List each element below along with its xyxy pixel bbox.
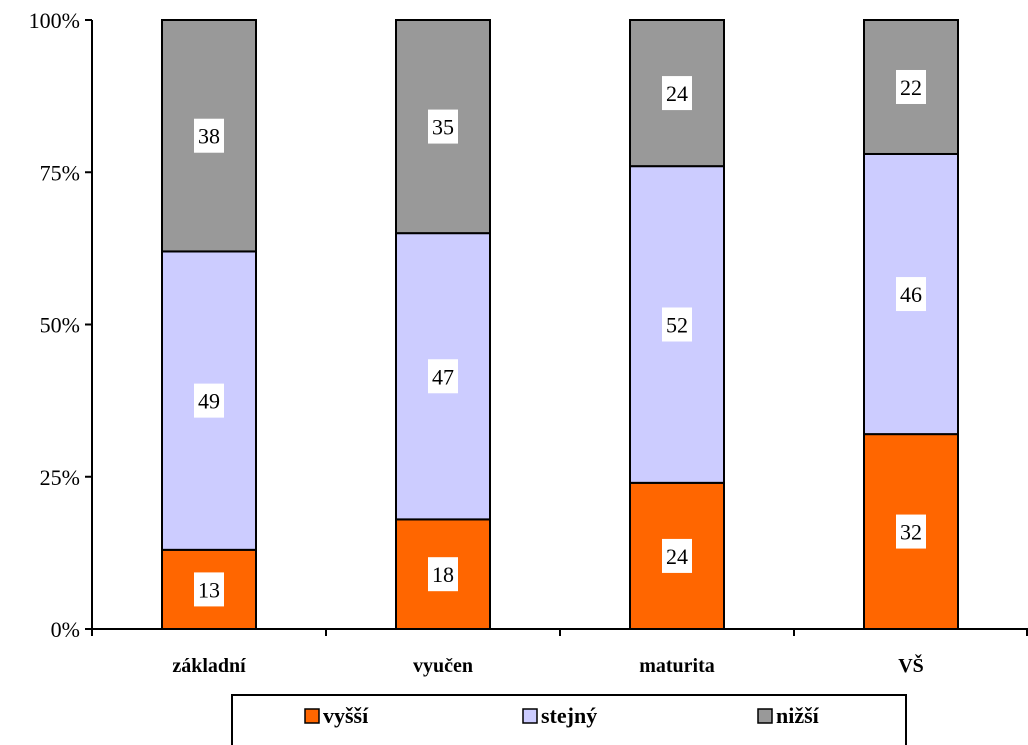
legend-label-stejný: stejný xyxy=(541,703,597,728)
data-label: 13 xyxy=(198,577,220,602)
data-label: 46 xyxy=(900,282,922,307)
legend: vyšší stejný nižší xyxy=(231,694,907,745)
data-label: 47 xyxy=(432,364,454,389)
y-tick-label: 100% xyxy=(29,8,80,33)
data-label: 24 xyxy=(666,544,688,569)
data-label-bg xyxy=(194,118,224,153)
data-label: 38 xyxy=(198,124,220,149)
data-label-bg xyxy=(662,538,692,573)
data-label-bg xyxy=(194,572,224,607)
data-label-bg xyxy=(896,69,926,104)
data-label-bg xyxy=(896,514,926,549)
y-tick-label: 75% xyxy=(40,160,80,185)
x-tick-label: maturita xyxy=(639,655,715,677)
data-label: 22 xyxy=(900,75,922,100)
data-label-bg xyxy=(194,383,224,418)
data-label-bg xyxy=(428,359,458,394)
data-label: 18 xyxy=(432,562,454,587)
data-label: 32 xyxy=(900,520,922,545)
legend-frame xyxy=(231,694,907,745)
bars-layer xyxy=(161,19,959,631)
y-tick-label: 0% xyxy=(51,617,80,642)
data-label-bg xyxy=(428,557,458,592)
y-tick-label: 25% xyxy=(40,465,80,490)
data-label-bg xyxy=(662,76,692,111)
data-label-bg xyxy=(896,277,926,312)
x-tick-label: základní xyxy=(172,655,246,677)
y-tick-label: 50% xyxy=(40,313,80,338)
data-labels-layer: 13 49 38 18 47 35 24 52 24 32 46 22 xyxy=(194,69,926,607)
x-tick-label: vyučen xyxy=(413,655,473,677)
legend-label-vyšší: vyšší xyxy=(323,703,369,728)
x-tick-label: VŠ xyxy=(898,653,924,677)
axes-layer: 0% 25% 50% 75% 100% základní vyučen maturita VŠ xyxy=(29,8,1028,677)
legend-swatch-stejný xyxy=(522,708,538,724)
legend-swatch-nižší xyxy=(757,708,773,724)
data-label-bg xyxy=(662,307,692,342)
data-label: 35 xyxy=(432,115,454,140)
bar-stejný-maturita xyxy=(629,165,725,484)
legend-swatch-vyšší xyxy=(304,708,320,724)
legend-label-nižší: nižší xyxy=(776,703,820,728)
data-label: 24 xyxy=(666,81,688,106)
data-label-bg xyxy=(428,109,458,144)
data-label: 52 xyxy=(666,313,688,338)
data-label: 49 xyxy=(198,389,220,414)
